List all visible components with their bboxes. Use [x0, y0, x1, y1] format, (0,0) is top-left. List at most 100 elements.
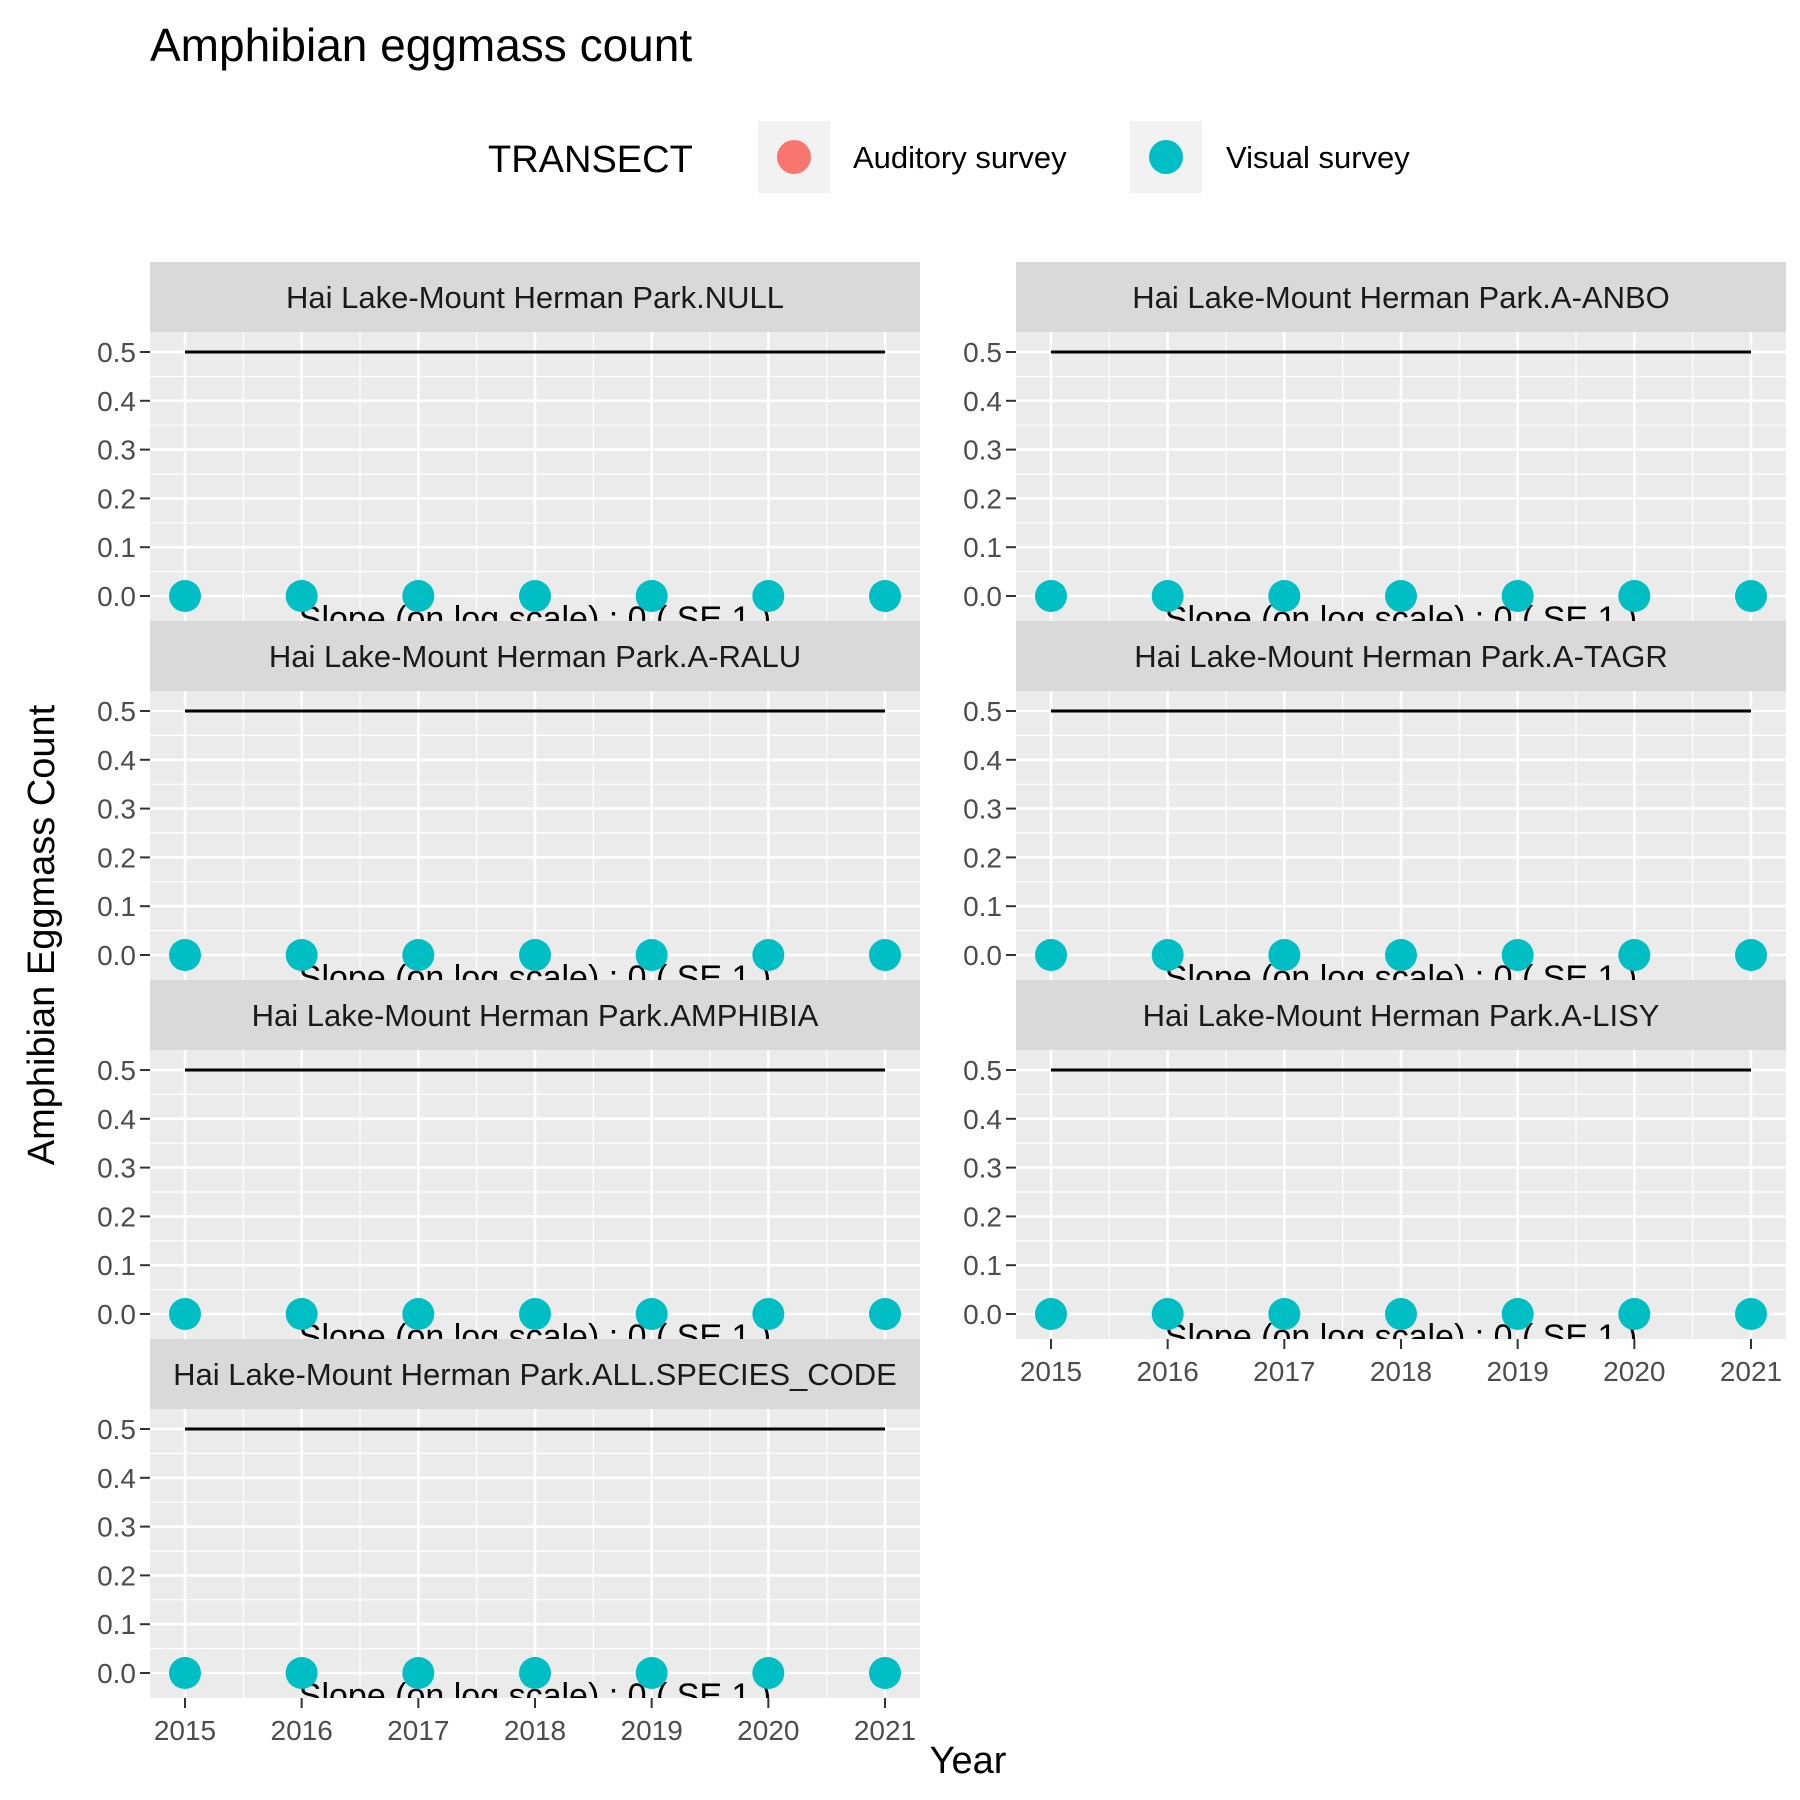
- y-tick-label: 0.4: [97, 1104, 136, 1135]
- y-tick-label: 0.3: [963, 435, 1002, 466]
- y-tick-label: 0.0: [97, 1658, 136, 1689]
- y-tick-label: 0.1: [963, 1250, 1002, 1281]
- legend-label-auditory-survey: Auditory survey: [853, 140, 1067, 175]
- data-point: [1385, 939, 1417, 971]
- legend-marker-auditory-survey: [777, 140, 811, 174]
- data-point: [1035, 580, 1067, 612]
- data-point: [285, 1657, 318, 1689]
- x-tick-label: 2020: [737, 1715, 799, 1746]
- y-tick-label: 0.3: [97, 435, 136, 466]
- data-point: [1735, 939, 1767, 971]
- y-tick-label: 0.5: [97, 696, 136, 727]
- y-tick-label: 0.5: [963, 337, 1002, 368]
- facet-strip-label: Hai Lake-Mount Herman Park.A-TAGR: [1134, 639, 1667, 674]
- y-tick-label: 0.4: [97, 745, 136, 776]
- y-tick-label: 0.0: [963, 940, 1002, 971]
- facet-strip-label: Hai Lake-Mount Herman Park.A-ANBO: [1132, 280, 1670, 315]
- x-tick-label: 2018: [1370, 1356, 1432, 1387]
- facet-strip-label: Hai Lake-Mount Herman Park.ALL.SPECIES_C…: [173, 1357, 897, 1392]
- x-tick-label: 2017: [1253, 1356, 1315, 1387]
- y-tick-label: 0.3: [97, 1153, 136, 1184]
- y-tick-label: 0.2: [963, 483, 1002, 514]
- data-point: [1151, 1298, 1184, 1330]
- facet-strip-label: Hai Lake-Mount Herman Park.A-LISY: [1143, 998, 1660, 1033]
- facet-panel: Hai Lake-Mount Herman Park.A-LISY 0.0 0.1 0…: [963, 980, 1786, 1387]
- y-tick-label: 0.5: [963, 1055, 1002, 1086]
- data-point: [285, 580, 318, 612]
- data-point: [635, 580, 668, 612]
- y-tick-label: 0.0: [97, 940, 136, 971]
- y-tick-label: 0.3: [963, 1153, 1002, 1184]
- y-tick-label: 0.4: [963, 386, 1002, 417]
- data-point: [1501, 939, 1534, 971]
- facet-panel: Hai Lake-Mount Herman Park.A-TAGR 0.0 0.1 0…: [963, 621, 1786, 980]
- y-tick-label: 0.5: [97, 337, 136, 368]
- x-tick-label: 2017: [387, 1715, 449, 1746]
- y-tick-label: 0.0: [963, 1299, 1002, 1330]
- data-point: [635, 939, 668, 971]
- facet-strip: [150, 980, 920, 1050]
- y-tick-label: 0.1: [97, 532, 136, 563]
- y-tick-label: 0.1: [963, 891, 1002, 922]
- data-point: [869, 939, 901, 971]
- data-point: [1385, 580, 1417, 612]
- data-point: [752, 580, 785, 612]
- legend-title: TRANSECT: [488, 139, 693, 181]
- y-tick-label: 0.4: [97, 1463, 136, 1494]
- y-axis-title: Amphibian Eggmass Count: [21, 704, 63, 1165]
- x-tick-label: 2015: [1020, 1356, 1082, 1387]
- data-point: [1035, 1298, 1067, 1330]
- x-tick-label: 2016: [1137, 1356, 1199, 1387]
- y-tick-label: 0.2: [97, 1560, 136, 1591]
- legend-marker-visual-survey: [1149, 140, 1183, 174]
- data-point: [1268, 939, 1301, 971]
- facet-panel: Hai Lake-Mount Herman Park.AMPHIBIA 0.0 0.…: [97, 980, 920, 1339]
- x-tick-label: 2016: [271, 1715, 333, 1746]
- chart-title: Amphibian eggmass count: [150, 19, 692, 71]
- facet-strip: [1016, 621, 1786, 691]
- data-point: [402, 939, 435, 971]
- x-tick-label: 2015: [154, 1715, 216, 1746]
- legend: TRANSECT Auditory survey Visual survey: [488, 121, 1410, 193]
- y-tick-label: 0.5: [97, 1414, 136, 1445]
- facet-panel: Hai Lake-Mount Herman Park.A-ANBO 0.0 0.1 0…: [963, 262, 1786, 621]
- data-point: [635, 1298, 668, 1330]
- facet-strip: [1016, 980, 1786, 1050]
- data-point: [285, 1298, 318, 1330]
- facet-strip-label: Hai Lake-Mount Herman Park.A-RALU: [269, 639, 801, 674]
- y-tick-label: 0.4: [963, 745, 1002, 776]
- data-point: [752, 1657, 785, 1689]
- data-point: [1735, 1298, 1767, 1330]
- facet-panels: Hai Lake-Mount Herman Park.NULL 0.0 0.1 0.2…: [97, 262, 1786, 1746]
- data-point: [1268, 1298, 1301, 1330]
- data-point: [752, 1298, 785, 1330]
- data-point: [1735, 580, 1767, 612]
- y-tick-label: 0.1: [97, 1609, 136, 1640]
- x-tick-label: 2021: [854, 1715, 916, 1746]
- data-point: [285, 939, 318, 971]
- data-point: [869, 1657, 901, 1689]
- data-point: [869, 1298, 901, 1330]
- y-tick-label: 0.0: [963, 581, 1002, 612]
- y-tick-label: 0.1: [97, 1250, 136, 1281]
- y-tick-label: 0.2: [97, 842, 136, 873]
- data-point: [519, 939, 551, 971]
- facet-strip: [150, 262, 920, 332]
- data-point: [1385, 1298, 1417, 1330]
- x-axis-title: Year: [930, 1740, 1007, 1782]
- data-point: [169, 939, 201, 971]
- x-tick-label: 2019: [1487, 1356, 1549, 1387]
- x-tick-label: 2020: [1603, 1356, 1665, 1387]
- y-tick-label: 0.0: [97, 1299, 136, 1330]
- y-tick-label: 0.2: [963, 1201, 1002, 1232]
- data-point: [1618, 1298, 1651, 1330]
- data-point: [1151, 580, 1184, 612]
- x-tick-label: 2021: [1720, 1356, 1782, 1387]
- y-tick-label: 0.5: [963, 696, 1002, 727]
- data-point: [519, 1298, 551, 1330]
- data-point: [869, 580, 901, 612]
- y-tick-label: 0.1: [963, 532, 1002, 563]
- data-point: [402, 1657, 435, 1689]
- y-tick-label: 0.2: [963, 842, 1002, 873]
